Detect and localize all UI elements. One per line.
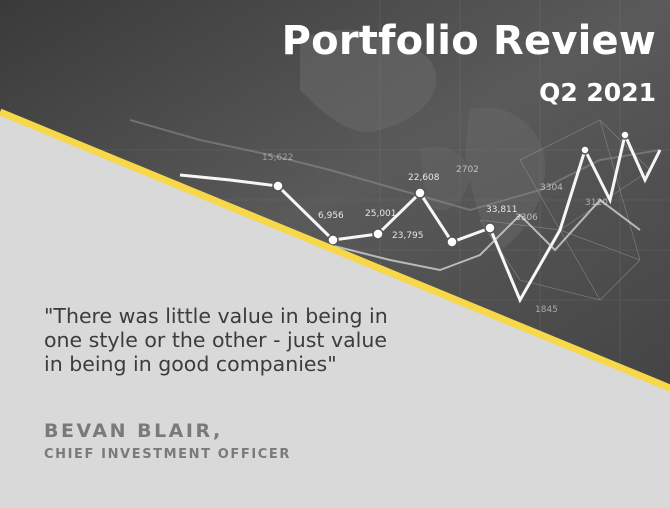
author-role: CHIEF INVESTMENT OFFICER [44,447,292,462]
decor-label: 25,001 [365,209,397,219]
dark-chart-panel [0,0,670,388]
chart-line-tertiary [329,198,641,272]
accent-stripe [0,108,670,392]
chart-point [414,187,426,199]
decor-label: 3120 [585,198,608,208]
map-shape [300,29,437,132]
chart-point [372,228,384,240]
decor-label: 23,795 [392,231,424,241]
quote-text: "There was little value in being in one … [44,304,388,376]
decor-label: 6,956 [318,211,344,221]
chart-point [327,234,339,246]
chart-point [484,222,496,234]
page-title: Portfolio Review [281,18,656,64]
decor-label: 1845 [535,305,558,315]
chart-point [580,145,590,155]
chart-point [446,236,458,248]
map-shape [465,107,546,250]
author-name: BEVAN BLAIR, [44,420,223,442]
chart-point [620,130,630,140]
decor-label: 33,811 [486,205,518,215]
decor-label: 22,608 [408,173,440,183]
chart-point [272,180,284,192]
map-shape [420,146,470,211]
page-subtitle: Q2 2021 [539,78,656,107]
decor-label: 2702 [456,165,479,175]
decor-label: 3304 [540,183,563,193]
chart-points [272,130,630,248]
decor-label: 3306 [515,213,538,223]
decor-label: 15,622 [262,153,294,163]
